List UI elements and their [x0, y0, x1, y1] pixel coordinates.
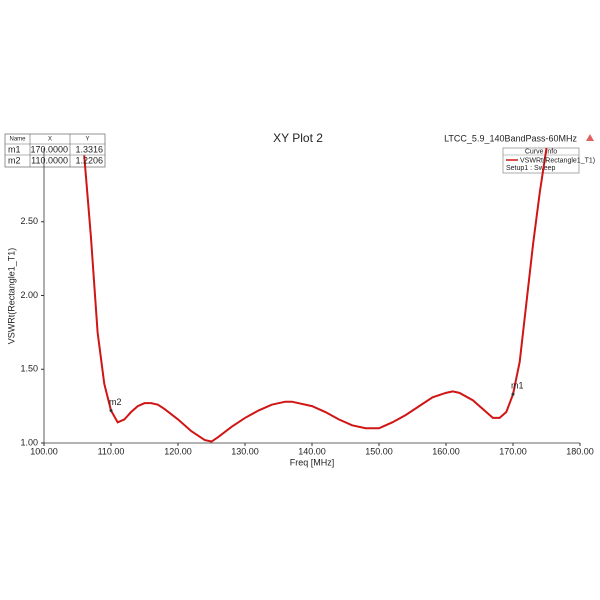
chart-title: XY Plot 2 [273, 131, 323, 145]
x-tick-label: 100.00 [30, 446, 58, 456]
x-tick-label: 170.00 [499, 446, 527, 456]
marker-x: 170.0000 [30, 144, 68, 154]
marker-y: 1.2206 [75, 155, 103, 165]
x-tick-label: 120.00 [164, 446, 192, 456]
table-header: X [48, 137, 52, 143]
marker-label: m2 [109, 397, 122, 407]
y-axis-label: VSWRt(Rectangle1_T1) [6, 248, 16, 345]
y-tick-label: 1.50 [20, 364, 38, 374]
x-tick-label: 130.00 [231, 446, 259, 456]
legend-title: Curve Info [525, 148, 557, 155]
marker-name: m2 [8, 155, 21, 165]
y-tick-label: 2.50 [20, 216, 38, 226]
x-tick-label: 110.00 [98, 446, 125, 456]
marker-point [109, 408, 113, 412]
plot-icon [586, 134, 594, 141]
line [83, 147, 548, 443]
x-tick-label: 180.00 [566, 446, 594, 456]
x-tick-label: 150.00 [365, 446, 393, 456]
marker-x: 110.0000 [31, 155, 68, 165]
marker-name: m1 [8, 144, 21, 154]
table-header: Name [9, 137, 26, 143]
y-tick-label: 2.00 [20, 290, 38, 300]
x-tick-label: 160.00 [432, 446, 460, 456]
chart-subtitle: LTCC_5.9_140BandPass-60MHz [444, 133, 577, 143]
x-axis-label: Freq [MHz] [290, 457, 335, 467]
y-tick-label: 1.00 [20, 437, 38, 447]
marker-y: 1.3316 [75, 144, 103, 154]
marker-point [511, 392, 515, 396]
table-header: Y [85, 137, 89, 143]
marker-label: m1 [511, 380, 524, 390]
legend-label: VSWRt(Rectangle1_T1) [520, 157, 595, 164]
legend-note: Setup1 : Sweep [506, 165, 556, 172]
x-tick-label: 140.00 [298, 446, 326, 456]
marker-table [4, 133, 106, 168]
